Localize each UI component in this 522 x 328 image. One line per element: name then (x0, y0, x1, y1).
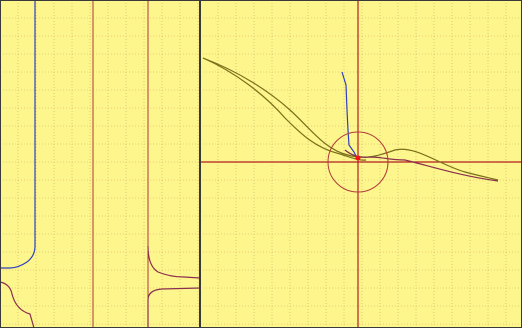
cursor-circle[interactable] (327, 131, 389, 193)
trace-panel-background (0, 0, 200, 328)
trace-channel-lines (92, 0, 149, 328)
trace-signal-maroon-upper (147, 245, 200, 279)
xy-panel-background (200, 0, 522, 328)
trace-signal-blue (0, 0, 36, 269)
trace-signal-left-lower (0, 281, 35, 328)
xy-trace-olive-lower (202, 57, 367, 161)
time-trace-panel (0, 0, 200, 328)
xy-trace-blue (341, 71, 358, 159)
xy-plot-panel (200, 0, 522, 328)
trace-signal-maroon-lower (147, 287, 200, 328)
xy-panel-grid (200, 0, 522, 328)
cursor-dot (355, 155, 361, 161)
trace-panel-grid (0, 0, 200, 328)
